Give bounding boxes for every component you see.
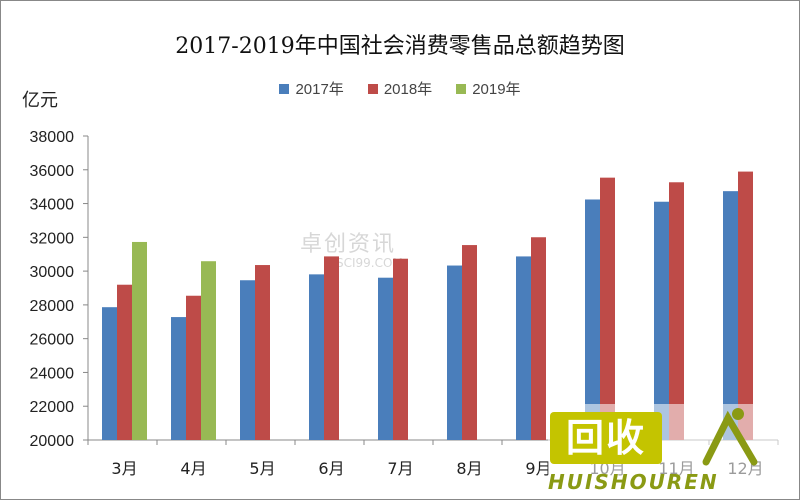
bar-2018-4 <box>324 256 339 440</box>
bar-2017-5 <box>378 277 393 440</box>
x-tick-label: 5月 <box>249 459 275 478</box>
y-tick-label: 38000 <box>30 129 75 146</box>
bar-2017-8 <box>585 199 600 440</box>
chart-title: 2017-2019年中国社会消费零售品总额趋势图 <box>175 34 625 59</box>
logo-person-icon <box>702 408 758 466</box>
bar-2017-1 <box>102 307 117 440</box>
y-tick-label: 26000 <box>30 332 75 349</box>
bar-2017-6 <box>447 265 462 440</box>
watermark-logo: 回收 HUISHOUREN <box>548 404 784 496</box>
watermark-text: 卓创资讯 <box>300 232 397 257</box>
y-tick-label: 28000 <box>30 298 75 315</box>
bar-2019-2 <box>201 261 216 440</box>
bar-2018-5 <box>393 258 408 440</box>
legend-item-2019: 2019年 <box>456 78 521 99</box>
legend-item-2017: 2017年 <box>279 78 344 99</box>
y-tick-label: 30000 <box>30 264 75 281</box>
bar-2019-1 <box>132 241 147 440</box>
legend-label-2019: 2019年 <box>472 81 521 98</box>
bar-2017-4 <box>309 274 324 440</box>
bar-2018-1 <box>117 284 132 440</box>
legend-item-2018: 2018年 <box>367 78 433 99</box>
legend-swatch-2018 <box>367 83 378 94</box>
y-tick-label: 32000 <box>30 230 75 247</box>
bar-2017-3 <box>240 280 255 440</box>
chart-legend: 2017年 2018年 2019年 <box>0 78 800 99</box>
bar-2018-6 <box>462 245 477 440</box>
x-tick-label: 9月 <box>525 459 551 478</box>
bar-2018-8 <box>600 177 615 440</box>
y-tick-label: 36000 <box>30 163 75 180</box>
logo-mark: 回收 <box>550 412 662 464</box>
bar-2018-7 <box>531 237 546 440</box>
y-tick-label: 22000 <box>30 399 75 416</box>
bar-2017-2 <box>171 317 186 440</box>
y-tick-label: 20000 <box>30 433 75 450</box>
legend-label-2017: 2017年 <box>295 81 344 98</box>
y-axis-unit-label: 亿元 <box>22 90 58 111</box>
bar-2017-9 <box>654 201 669 440</box>
bar-2018-3 <box>255 265 270 440</box>
bar-2018-2 <box>186 295 201 440</box>
watermark-site: SCI99.COM <box>336 256 403 270</box>
x-tick-label: 3月 <box>111 459 137 478</box>
y-axis-ticks: 20000 22000 24000 26000 28000 30000 32000 34000… <box>30 129 88 450</box>
y-tick-label: 34000 <box>30 197 75 214</box>
bar-2018-10 <box>738 171 753 440</box>
x-tick-label: 7月 <box>387 459 413 478</box>
bar-2017-7 <box>516 256 531 440</box>
legend-swatch-2019 <box>456 83 467 94</box>
x-tick-label: 8月 <box>456 459 482 478</box>
bar-2018-9 <box>669 182 684 440</box>
y-tick-label: 24000 <box>30 365 75 382</box>
logo-brand-text: HUISHOUREN <box>548 470 719 494</box>
bar-2017-10 <box>723 191 738 440</box>
x-tick-label: 6月 <box>318 459 344 478</box>
chart-bars <box>102 171 753 440</box>
x-tick-label: 4月 <box>180 459 206 478</box>
legend-swatch-2017 <box>279 83 290 94</box>
legend-label-2018: 2018年 <box>383 81 433 98</box>
